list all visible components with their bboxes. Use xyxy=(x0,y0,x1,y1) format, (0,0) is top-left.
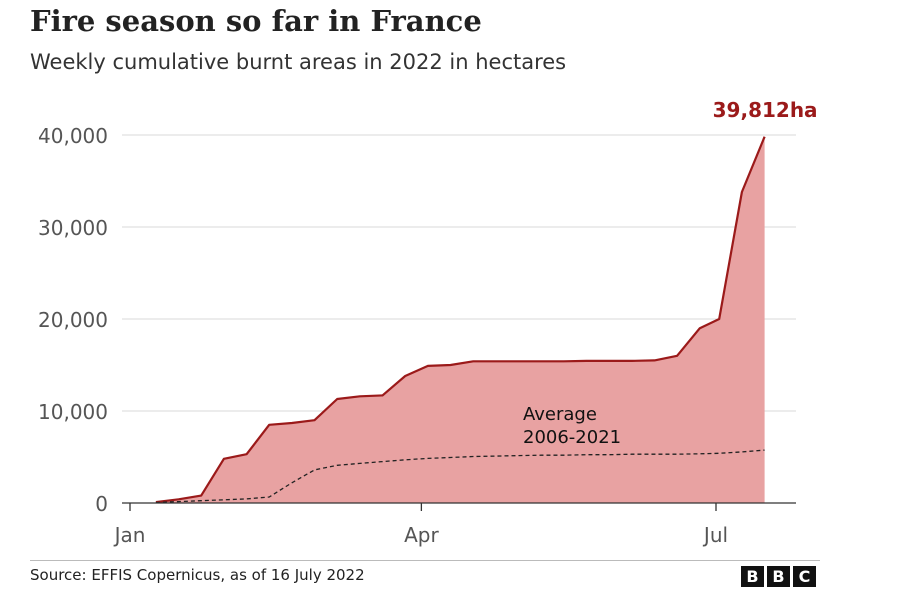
chart-title: Fire season so far in France xyxy=(30,4,482,38)
y-tick-label: 10,000 xyxy=(38,400,108,424)
bbc-logo-letter: B xyxy=(741,566,764,587)
bbc-logo: B B C xyxy=(741,566,816,587)
chart-area: 0 10,000 20,000 30,000 40,000 Jan Apr Jul 39,81… xyxy=(38,98,818,547)
average-label: Average xyxy=(523,404,597,425)
y-tick-label: 20,000 xyxy=(38,308,108,332)
average-line xyxy=(155,449,765,504)
source-note: Source: EFFIS Copernicus, as of 16 July … xyxy=(30,566,365,584)
average-label: 2006-2021 xyxy=(523,427,621,448)
x-tick-label: Jan xyxy=(113,523,146,547)
y-tick-label: 0 xyxy=(95,492,108,516)
bbc-logo-letter: B xyxy=(767,566,790,587)
bbc-logo-letter: C xyxy=(793,566,816,587)
burnt-area-line xyxy=(155,136,766,504)
x-tick-label: Apr xyxy=(404,523,439,547)
burnt-area-fill xyxy=(155,136,765,503)
end-value-label: 39,812ha xyxy=(713,98,818,122)
y-tick-label: 40,000 xyxy=(38,124,108,148)
y-tick-label: 30,000 xyxy=(38,216,108,240)
chart-subtitle: Weekly cumulative burnt areas in 2022 in… xyxy=(30,50,567,74)
x-tick-label: Jul xyxy=(702,523,728,547)
footer-divider xyxy=(30,560,820,561)
